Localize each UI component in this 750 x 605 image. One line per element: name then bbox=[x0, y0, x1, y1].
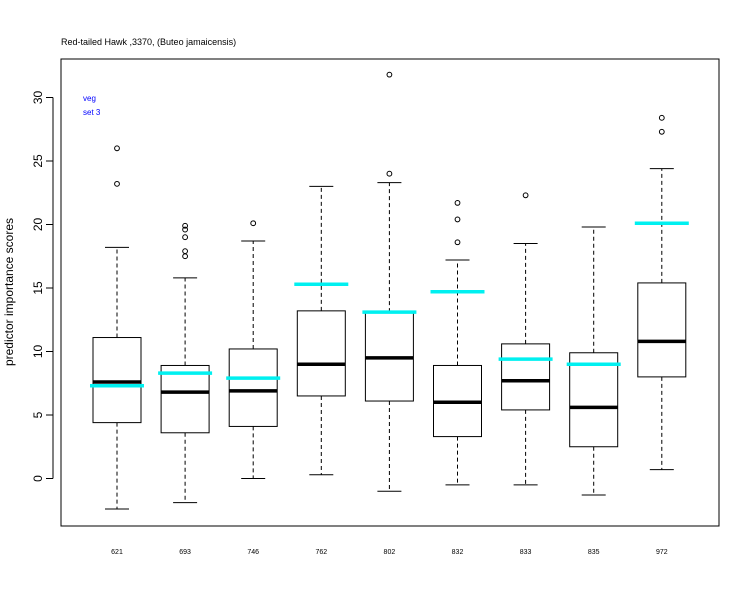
outlier-point bbox=[250, 220, 257, 227]
y-tick-label: 10 bbox=[31, 345, 45, 359]
y-tick-label: 25 bbox=[31, 154, 45, 168]
outlier-point bbox=[658, 114, 665, 121]
outlier-point bbox=[114, 145, 120, 152]
box-693 bbox=[158, 222, 213, 504]
y-tick-label: 30 bbox=[31, 91, 45, 105]
outlier-point bbox=[182, 226, 189, 233]
outlier-point bbox=[522, 192, 529, 199]
x-tick-label: 832 bbox=[452, 549, 464, 556]
box-iqr bbox=[92, 337, 142, 424]
y-tick-label: 15 bbox=[31, 281, 45, 295]
box-746 bbox=[226, 220, 281, 479]
legend-label-set: set 3 bbox=[83, 108, 101, 117]
legend-label-veg: veg bbox=[83, 94, 96, 103]
box-iqr bbox=[637, 282, 687, 378]
box-972 bbox=[634, 114, 689, 471]
x-axis: 621 693 746 762 802 832 833 835 972 bbox=[111, 549, 668, 556]
outlier-point bbox=[114, 180, 120, 187]
box-762 bbox=[294, 185, 349, 476]
outlier-point bbox=[182, 222, 189, 229]
box-iqr bbox=[160, 364, 210, 434]
outlier-point bbox=[454, 200, 461, 206]
box-833 bbox=[498, 192, 553, 486]
x-tick-label: 972 bbox=[656, 549, 668, 556]
outlier-point bbox=[386, 170, 393, 177]
x-tick-label: 693 bbox=[179, 549, 191, 556]
x-tick-label: 762 bbox=[315, 549, 327, 556]
box-621 bbox=[90, 145, 144, 510]
box-iqr bbox=[569, 352, 619, 448]
x-tick-label: 835 bbox=[588, 549, 600, 556]
x-tick-label: 621 bbox=[111, 549, 123, 556]
x-tick-label: 802 bbox=[384, 549, 396, 556]
box-802 bbox=[362, 71, 417, 492]
outlier-point bbox=[386, 71, 393, 78]
box-835 bbox=[566, 226, 621, 496]
outlier-point bbox=[454, 239, 461, 246]
box-iqr bbox=[501, 343, 551, 411]
x-tick-label: 746 bbox=[247, 549, 259, 556]
outlier-point bbox=[182, 234, 189, 241]
y-axis: 0 5 10 15 20 25 30 bbox=[31, 91, 54, 482]
outlier-point bbox=[658, 128, 665, 135]
outlier-point bbox=[454, 216, 461, 223]
y-axis-label: predictor importance scores bbox=[2, 218, 16, 366]
legend: veg set 3 bbox=[83, 94, 101, 117]
outlier-point bbox=[182, 248, 189, 255]
y-tick-label: 5 bbox=[31, 411, 45, 418]
plot-frame bbox=[60, 58, 720, 527]
box-iqr bbox=[296, 310, 346, 397]
box-iqr bbox=[228, 348, 278, 427]
x-tick-label: 833 bbox=[520, 549, 532, 556]
y-tick-label: 20 bbox=[31, 218, 45, 232]
y-tick-label: 0 bbox=[31, 475, 45, 482]
boxes-group bbox=[90, 71, 689, 510]
box-832 bbox=[430, 200, 485, 486]
chart-title: Red-tailed Hawk ,3370, (Buteo jamaicensi… bbox=[61, 37, 236, 47]
outlier-point bbox=[182, 253, 189, 260]
